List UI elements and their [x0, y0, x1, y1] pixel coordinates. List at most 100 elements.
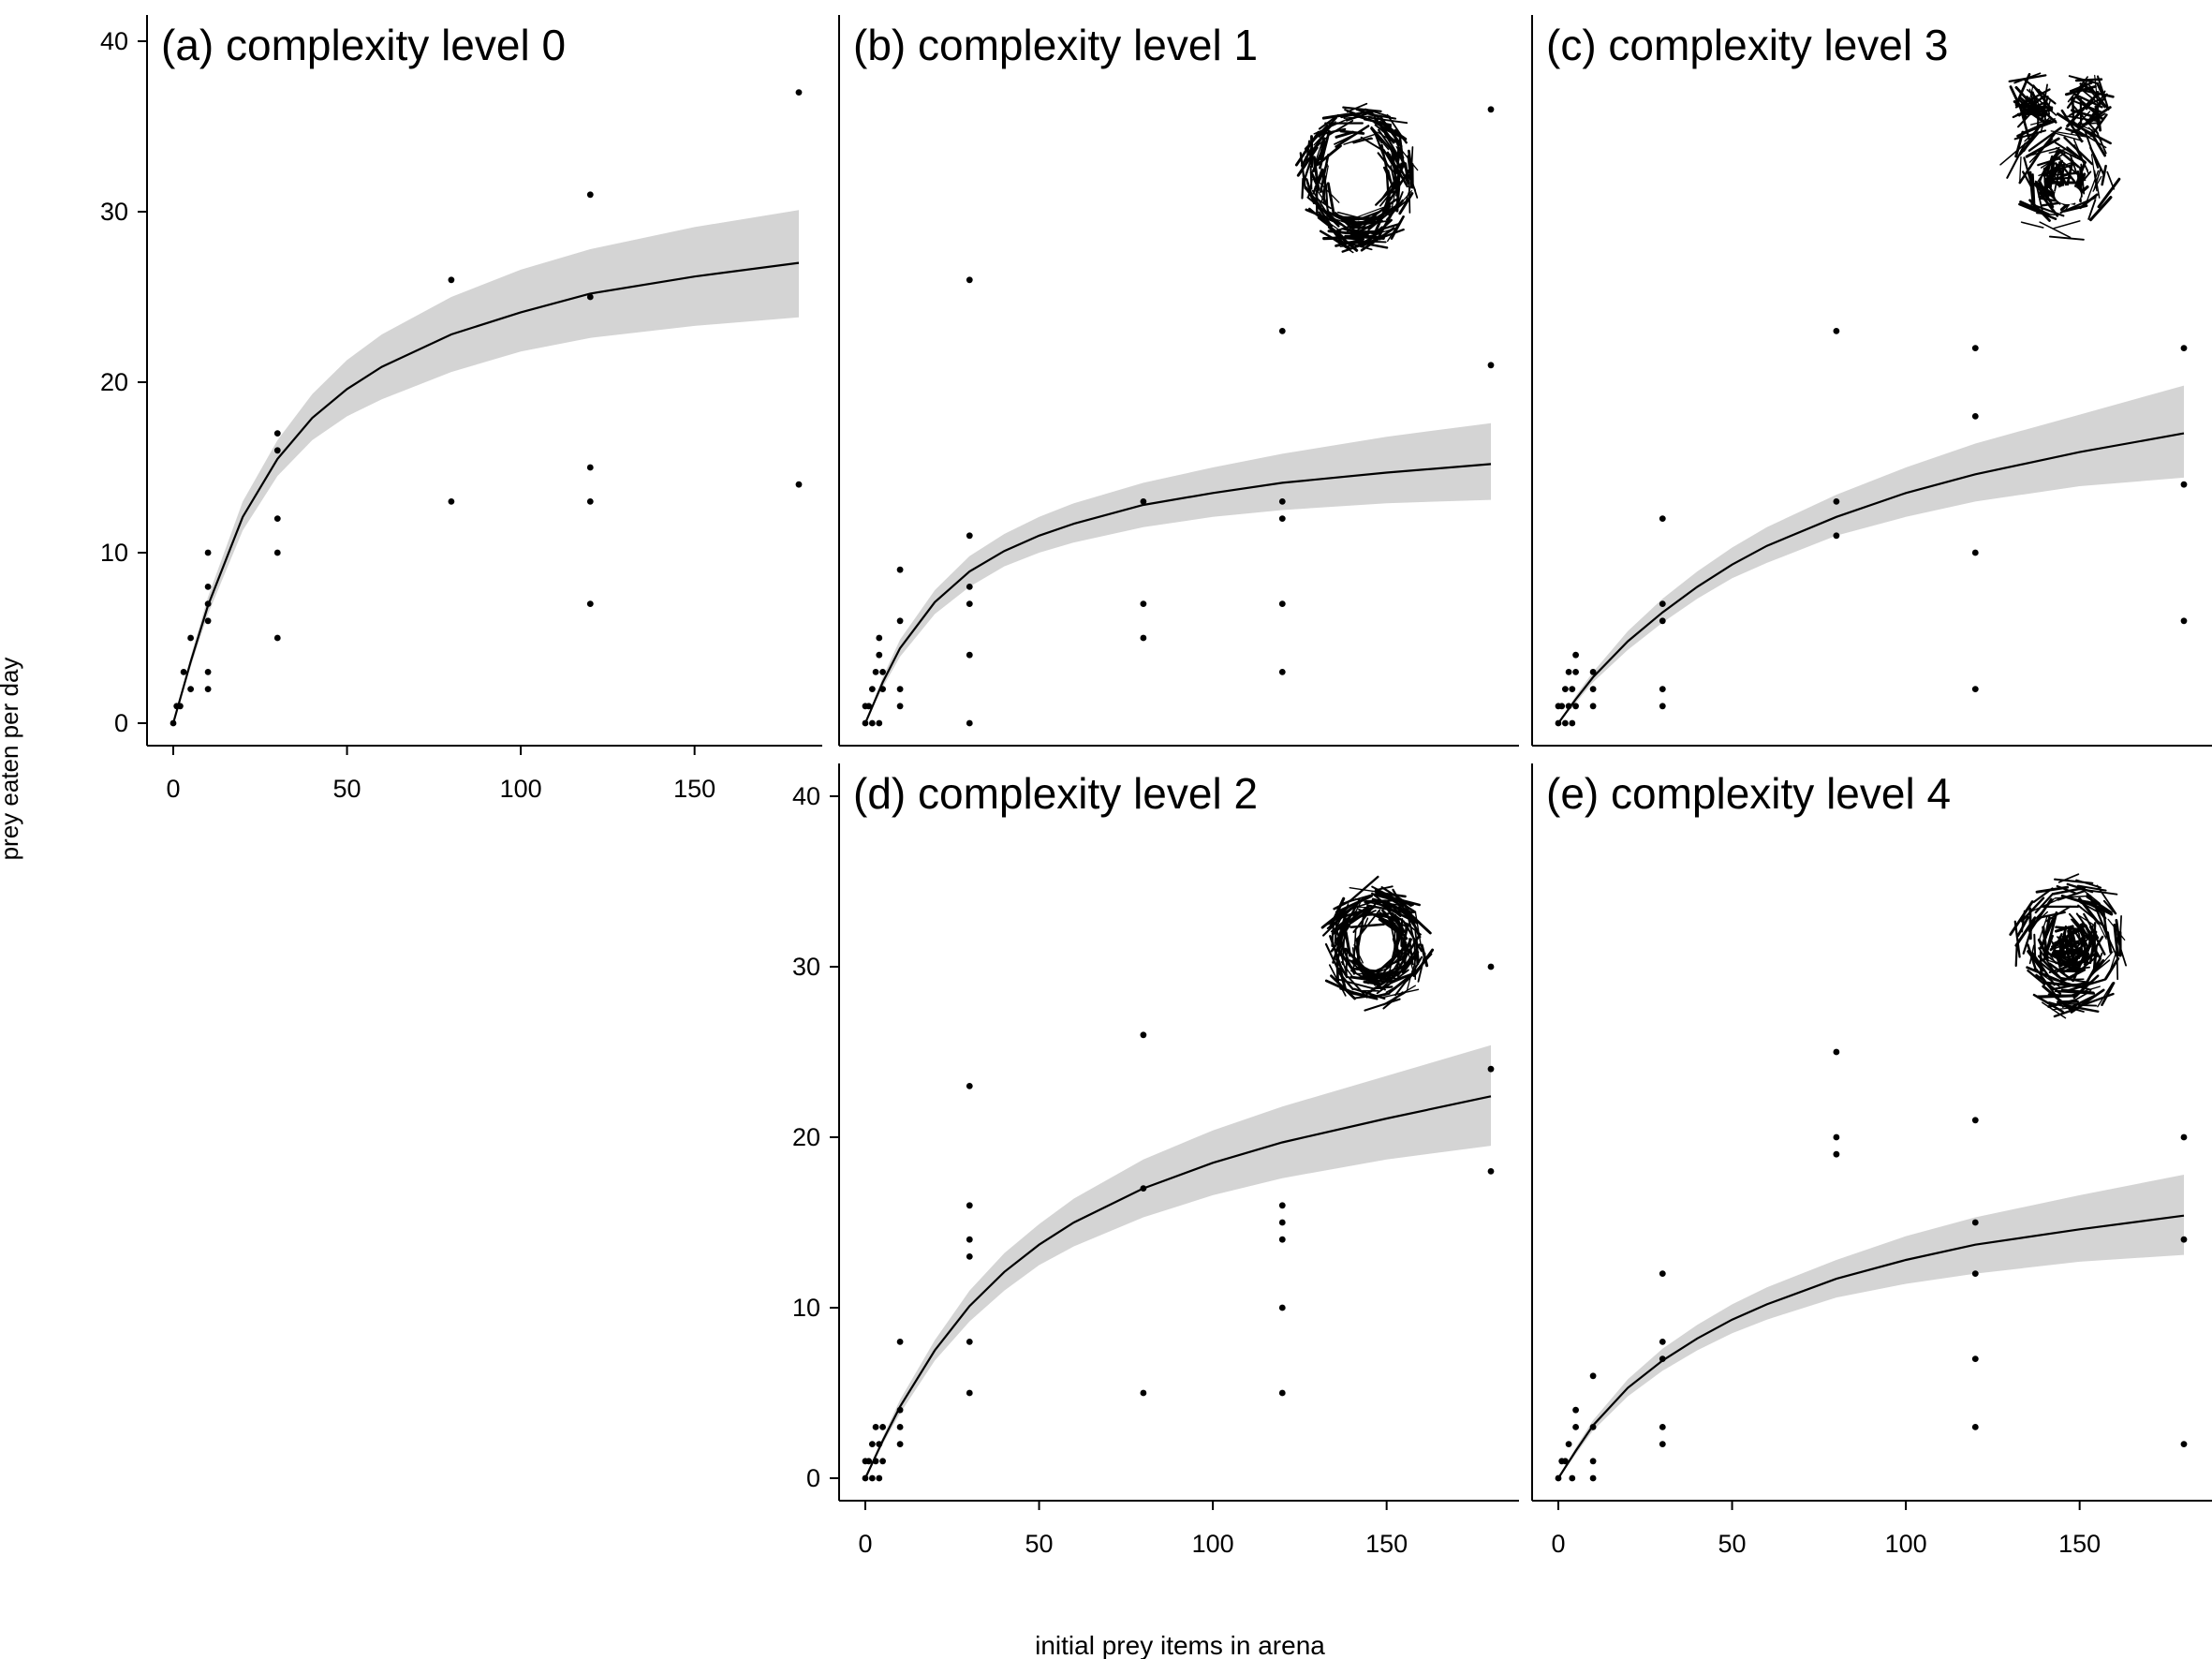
data-point	[1278, 1236, 1286, 1243]
habitat-stroke	[1327, 119, 1354, 137]
data-point	[1589, 669, 1597, 675]
habitat-stroke	[2055, 147, 2087, 163]
data-point	[872, 1424, 879, 1430]
habitat-stroke	[2053, 131, 2084, 142]
habitat-stroke	[2107, 918, 2126, 941]
data-point	[1572, 669, 1579, 675]
habitat-stroke	[1302, 148, 1316, 185]
habitat-stroke	[2039, 221, 2072, 239]
data-point	[966, 532, 973, 540]
y-tick-label: 30	[792, 953, 820, 981]
data-point	[204, 686, 212, 692]
data-point	[1589, 1372, 1597, 1380]
habitat-stroke	[2077, 884, 2107, 892]
habitat-stroke	[2033, 933, 2037, 958]
data-point	[795, 481, 803, 488]
habitat-stroke	[1335, 907, 1373, 920]
fitted-curve	[863, 463, 1492, 724]
data-point	[1278, 669, 1286, 675]
x-tick-label: 0	[858, 1530, 872, 1558]
habitat-stroke	[1355, 938, 1361, 963]
habitat-stroke	[1367, 966, 1391, 979]
habitat-stroke	[2018, 131, 2040, 156]
habitat-stroke	[1363, 980, 1383, 985]
x-tick-label: 150	[1365, 1530, 1408, 1558]
habitat-stroke	[2097, 982, 2114, 1008]
double-ring-habitat-icon	[1320, 875, 1435, 1012]
habitat-stroke	[2042, 1001, 2067, 1019]
y-tick-label: 20	[100, 368, 128, 396]
dense-habitat-icon	[1999, 72, 2121, 241]
x-tick-label: 0	[1551, 1530, 1565, 1558]
data-point	[1278, 1202, 1286, 1209]
data-point	[795, 89, 803, 96]
habitat-stroke	[1349, 887, 1385, 894]
habitat-stroke	[2101, 906, 2109, 939]
habitat-stroke	[2101, 982, 2116, 1006]
habitat-stroke	[1387, 170, 1395, 195]
habitat-stroke	[2019, 200, 2050, 216]
data-point	[1572, 651, 1579, 659]
data-point	[1589, 1458, 1597, 1465]
data-point	[177, 703, 184, 710]
data-point	[1572, 1406, 1579, 1414]
x-tick-label: 0	[166, 775, 180, 803]
habitat-stroke	[1367, 204, 1398, 231]
data-point	[204, 549, 212, 556]
habitat-stroke	[1393, 155, 1409, 185]
data-point	[204, 617, 212, 625]
habitat-stroke	[1406, 953, 1433, 982]
habitat-stroke	[1334, 130, 1363, 145]
data-point	[273, 447, 281, 454]
data-point	[1589, 703, 1597, 710]
habitat-stroke	[1304, 124, 1329, 151]
habitat-stroke	[2056, 884, 2078, 895]
habitat-stroke	[2037, 955, 2064, 982]
habitat-stroke	[2057, 873, 2080, 883]
habitat-stroke	[2072, 974, 2100, 1000]
data-point	[1659, 1424, 1666, 1430]
data-point	[1971, 549, 1979, 556]
habitat-stroke	[2028, 146, 2060, 156]
habitat-stroke	[2096, 81, 2106, 101]
data-point	[2180, 1133, 2188, 1141]
habitat-stroke	[2014, 945, 2018, 968]
data-point	[1971, 1117, 1979, 1124]
habitat-stroke	[2032, 887, 2054, 903]
data-point	[1569, 719, 1576, 727]
x-tick-label: 100	[500, 775, 542, 803]
habitat-stroke	[2108, 947, 2118, 976]
data-point	[1833, 1150, 1840, 1158]
habitat-stroke	[2089, 146, 2105, 175]
habitat-stroke	[2075, 128, 2107, 149]
data-point	[1572, 703, 1579, 710]
habitat-stroke	[1404, 908, 1432, 935]
x-tick-label: 150	[2058, 1530, 2101, 1558]
data-point	[1833, 532, 1840, 540]
data-point	[1487, 1168, 1495, 1175]
data-point	[1659, 600, 1666, 607]
data-point	[1659, 703, 1666, 710]
data-point	[879, 1458, 886, 1465]
data-point	[1971, 686, 1979, 692]
data-point	[586, 464, 594, 471]
data-point	[586, 498, 594, 505]
data-point	[273, 634, 281, 642]
data-point	[2180, 1441, 2188, 1447]
habitat-stroke	[1319, 129, 1331, 170]
habitat-stroke	[2080, 957, 2101, 993]
data-point	[876, 1474, 883, 1482]
habitat-stroke	[1357, 206, 1386, 218]
habitat-stroke	[2053, 220, 2081, 230]
data-point	[966, 1202, 973, 1209]
data-point	[1589, 1474, 1597, 1482]
data-point	[1487, 963, 1495, 970]
habitat-stroke	[2037, 132, 2056, 156]
habitat-stroke	[1322, 235, 1364, 241]
habitat-stroke	[1354, 994, 1375, 1000]
habitat-stroke	[2028, 944, 2035, 965]
habitat-stroke	[2089, 131, 2107, 157]
habitat-stroke	[2009, 85, 2027, 119]
data-point	[1487, 362, 1495, 369]
